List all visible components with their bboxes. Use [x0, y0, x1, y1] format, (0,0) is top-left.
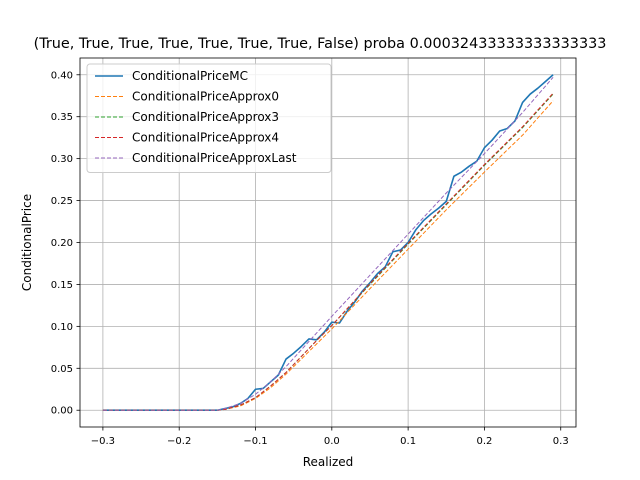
legend-box: [86, 63, 332, 173]
series-line-conditionalpriceapprox0: [102, 100, 554, 411]
y-axis-label: ConditionalPrice: [20, 194, 34, 291]
legend: ConditionalPriceMC ConditionalPriceApprox…: [86, 63, 332, 173]
y-tick-label: 0.35: [51, 112, 73, 123]
y-tick-label: 0.10: [51, 322, 73, 333]
legend-label: ConditionalPriceMC: [132, 69, 248, 83]
legend-label: ConditionalPriceApprox0: [132, 90, 279, 104]
x-tick-label: 0.2: [476, 436, 492, 447]
legend-label: ConditionalPriceApprox3: [132, 110, 279, 124]
y-axis: 0.00 0.05 0.10 0.15 0.20 0.25 0.30 0.35 0.40: [51, 70, 80, 417]
x-tick-label: 0.1: [400, 436, 416, 447]
x-tick-label: −0.1: [243, 436, 267, 447]
x-axis-label: Realized: [303, 455, 354, 469]
y-tick-label: 0.05: [51, 364, 73, 375]
y-tick-label: 0.30: [51, 154, 73, 165]
x-tick-label: −0.3: [91, 436, 115, 447]
y-tick-label: 0.40: [51, 70, 73, 81]
y-tick-label: 0.20: [51, 238, 73, 249]
series-line-conditionalpriceapproxlast: [102, 76, 554, 411]
x-tick-label: 0.3: [553, 436, 569, 447]
legend-label: ConditionalPriceApprox4: [132, 131, 279, 145]
series-layer: [102, 74, 554, 412]
y-tick-label: 0.15: [51, 280, 73, 291]
series-line-conditionalpricemc: [102, 74, 554, 412]
x-tick-label: −0.2: [167, 436, 191, 447]
chart-title: (True, True, True, True, True, True, Tru…: [34, 36, 607, 52]
y-tick-label: 0.25: [51, 196, 73, 207]
x-axis: −0.3 −0.2 −0.1 0.0 0.1 0.2 0.3: [91, 427, 569, 447]
legend-label: ConditionalPriceApproxLast: [132, 151, 297, 165]
x-tick-label: 0.0: [324, 436, 340, 447]
series-line-conditionalpriceapprox4: [102, 92, 554, 411]
y-tick-label: 0.00: [51, 406, 73, 417]
